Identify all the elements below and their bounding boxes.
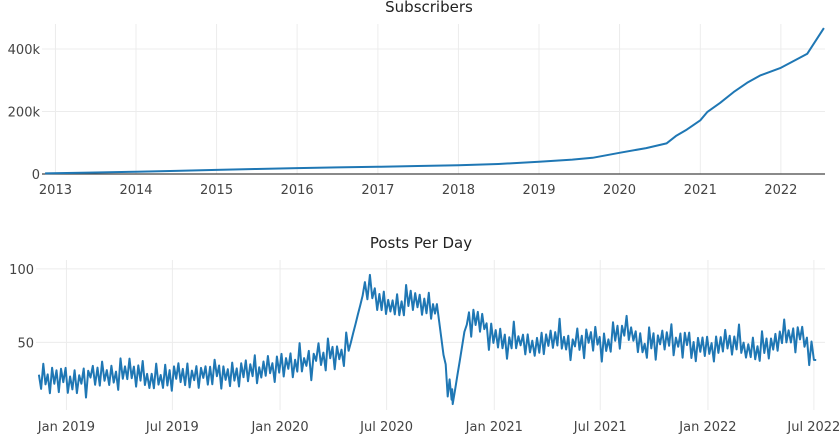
x-tick-label: 2018 — [442, 183, 475, 198]
x-tick-label: 2017 — [361, 183, 394, 198]
subscribers-chart-title: Subscribers — [385, 0, 473, 16]
x-tick-label: 2014 — [119, 183, 152, 198]
series-line — [37, 273, 817, 406]
x-tick-label: Jul 2019 — [145, 420, 199, 435]
subscribers-plot — [45, 27, 825, 175]
posts-per-day-plot — [37, 273, 817, 406]
y-tick-label: 400k — [8, 43, 41, 58]
x-tick-label: Jan 2022 — [678, 420, 736, 435]
y-tick-label: 50 — [17, 336, 34, 351]
x-tick-label: Jan 2021 — [465, 420, 523, 435]
y-tick-label: 100 — [9, 263, 34, 278]
x-tick-label: 2021 — [684, 183, 717, 198]
y-tick-label: 0 — [32, 168, 40, 183]
posts-per-day-chart: Posts Per Day Jan 2019 Jul 2019 Jan 2020 Ju… — [9, 234, 839, 435]
y-tick-label: 200k — [8, 106, 41, 121]
x-tick-label: Jan 2019 — [37, 420, 95, 435]
x-tick-label: 2015 — [200, 183, 233, 198]
series-line — [45, 27, 825, 175]
x-tick-label: 2020 — [603, 183, 636, 198]
posts-per-day-chart-title: Posts Per Day — [370, 234, 472, 252]
subscribers-chart: Subscribers 2013 2014 2015 2016 2017 2018 2019… — [8, 0, 825, 198]
x-tick-label: Jul 2020 — [359, 420, 413, 435]
x-tick-label: Jul 2022 — [786, 420, 839, 435]
x-tick-label: Jul 2021 — [573, 420, 627, 435]
x-tick-label: 2022 — [764, 183, 797, 198]
x-tick-label: 2013 — [39, 183, 72, 198]
subscribers-y-axis: 0 200k 400k — [8, 43, 825, 183]
x-tick-label: 2019 — [522, 183, 555, 198]
x-tick-label: 2016 — [281, 183, 314, 198]
x-tick-label: Jan 2020 — [250, 420, 308, 435]
